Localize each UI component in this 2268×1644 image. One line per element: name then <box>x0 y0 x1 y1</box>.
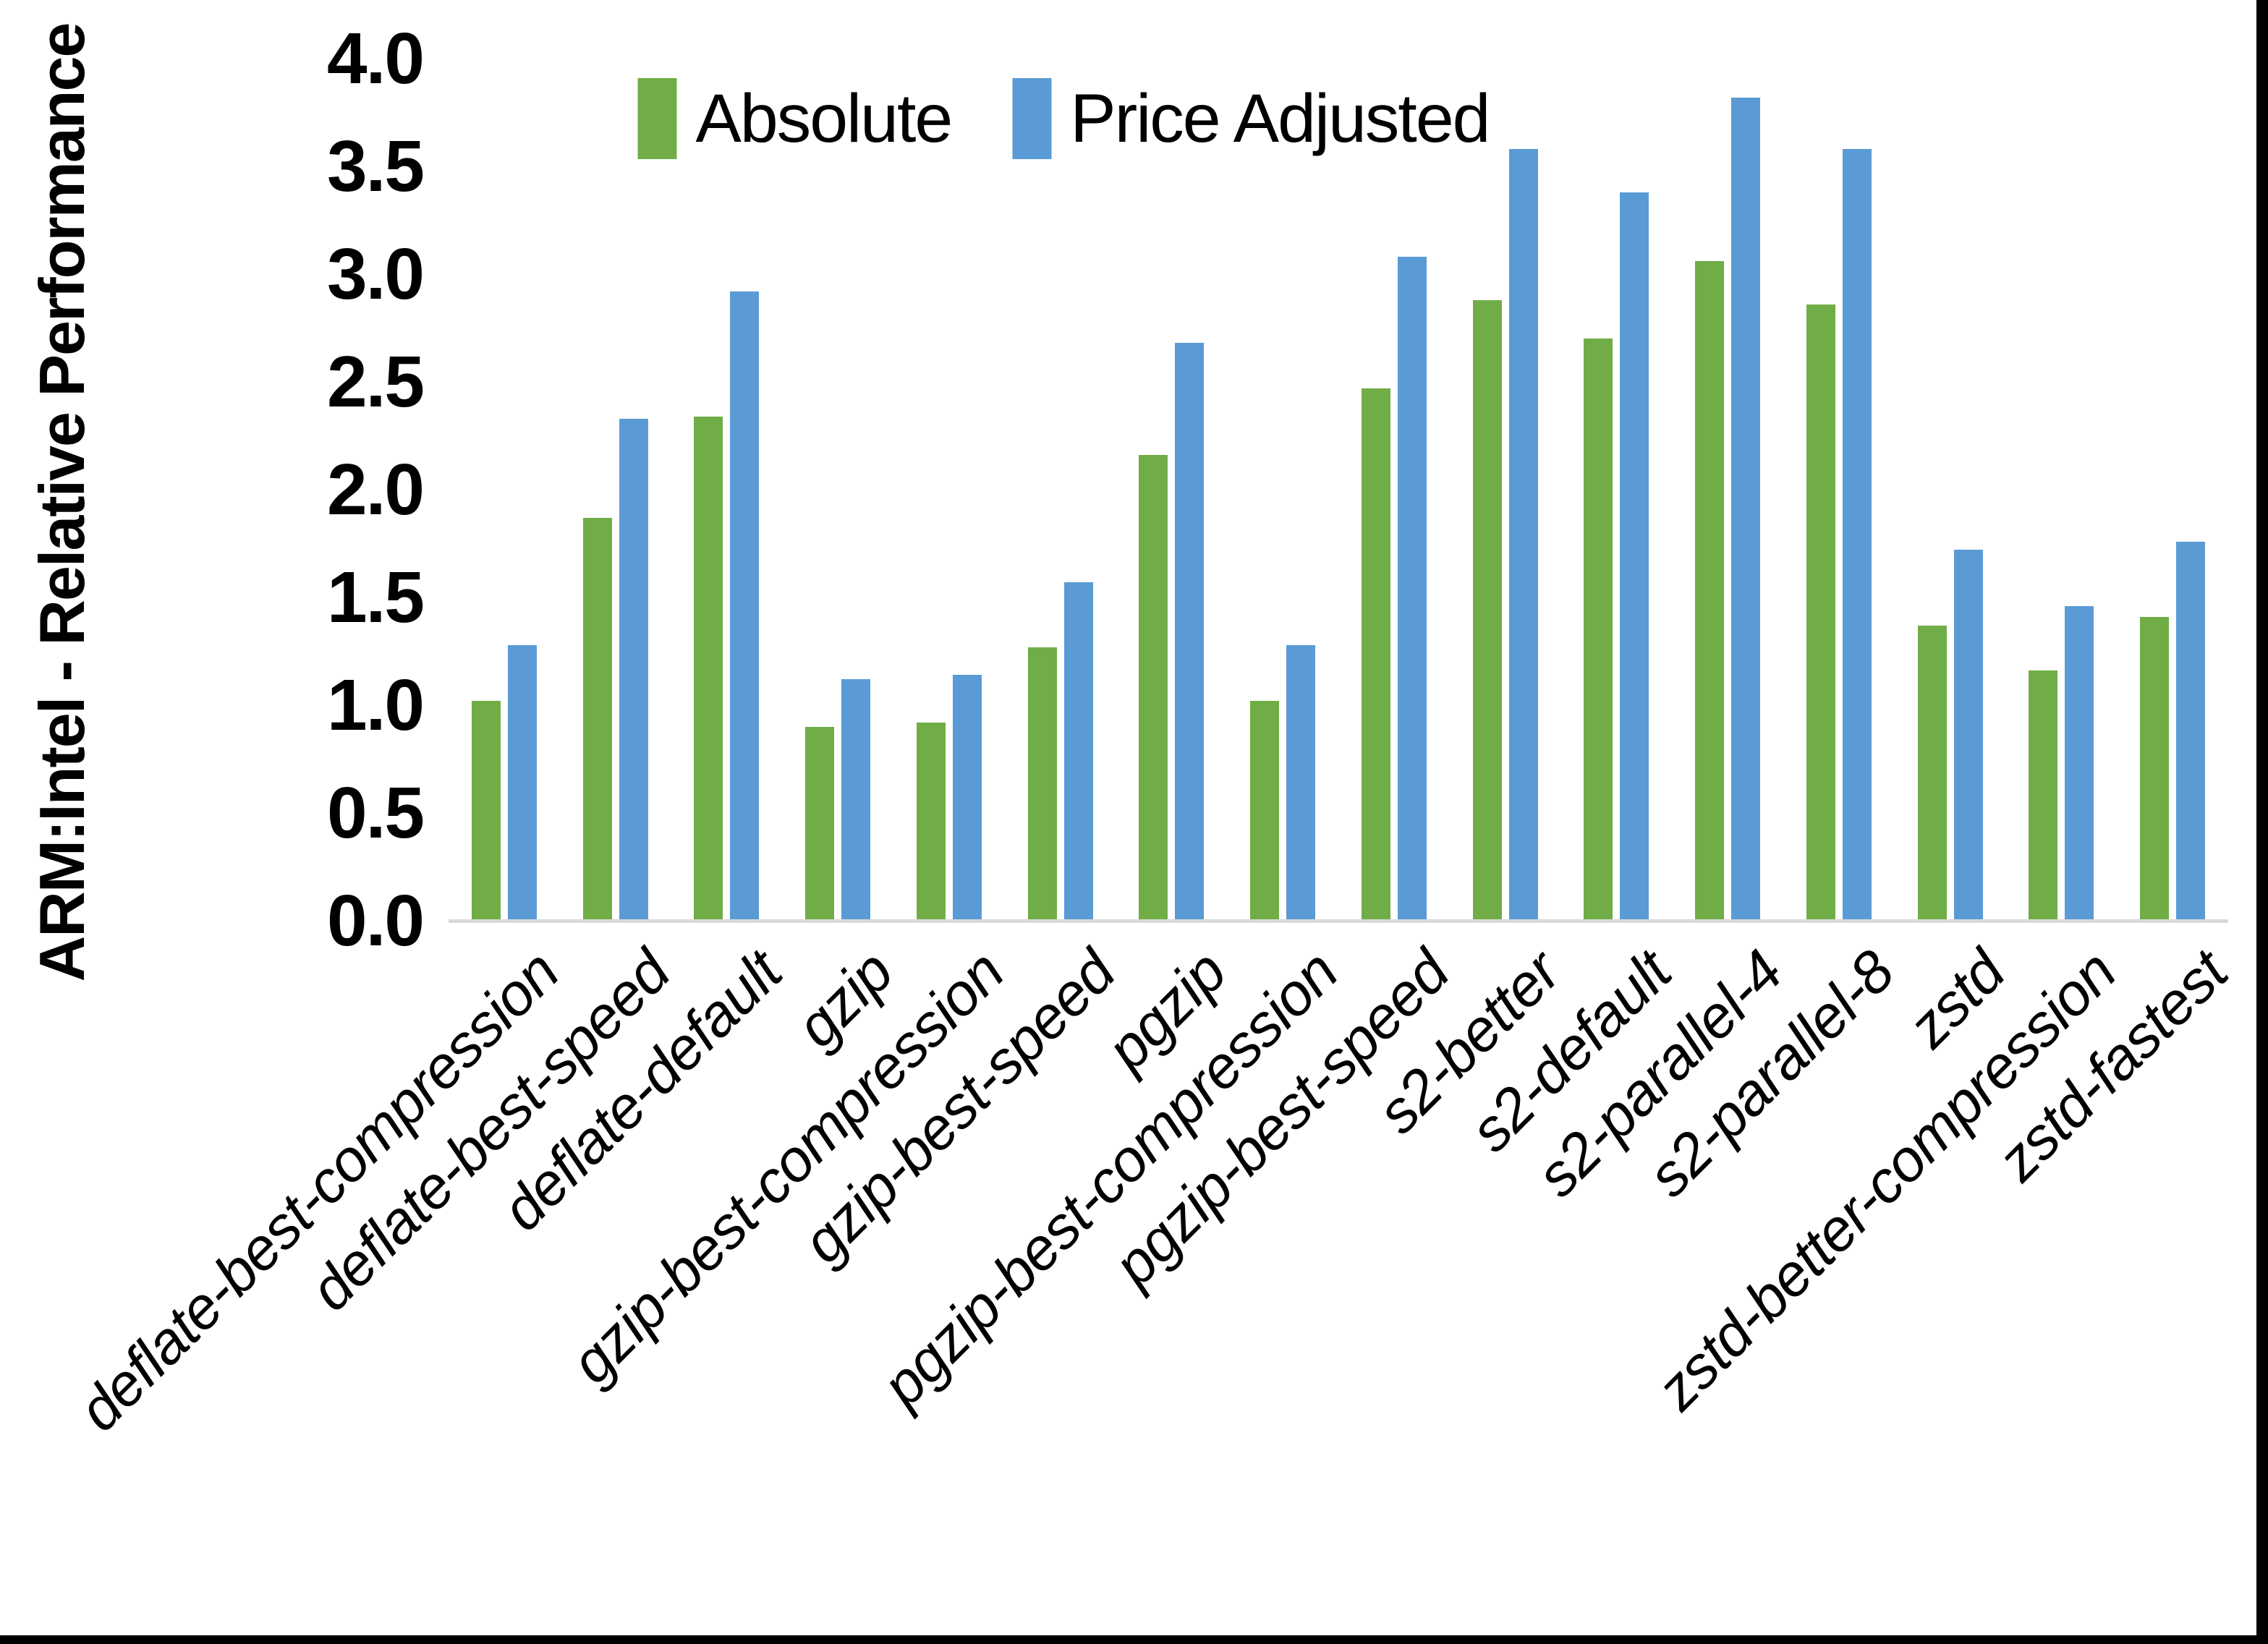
y-tick-label: 2.0 <box>326 449 425 530</box>
bar-group-deflate-default <box>671 59 783 921</box>
bar-absolute-deflate-best-speed <box>582 517 612 921</box>
bar-group-s2-default <box>1561 59 1673 921</box>
bar-group-pgzip-best-compression <box>1227 59 1338 921</box>
bar-price-adjusted-pgzip-best-speed <box>1397 257 1427 921</box>
bar-group-gzip-best-speed <box>1005 59 1116 921</box>
bar-price-adjusted-s2-default <box>1620 192 1649 921</box>
y-tick-label: 3.5 <box>326 126 425 207</box>
bar-group-pgzip <box>1116 59 1228 921</box>
bar-absolute-s2-better <box>1472 299 1502 921</box>
bar-group-pgzip-best-speed <box>1338 59 1450 921</box>
bar-price-adjusted-s2-better <box>1508 149 1538 921</box>
bar-price-adjusted-pgzip <box>1175 343 1205 921</box>
bar-group-gzip <box>782 59 893 921</box>
bar-price-adjusted-pgzip-best-compression <box>1286 644 1316 921</box>
bar-absolute-gzip-best-speed <box>1027 647 1057 921</box>
bar-group-zstd <box>1895 59 2006 921</box>
legend-swatch-icon <box>1012 78 1052 159</box>
bar-group-gzip-best-compression <box>893 59 1005 921</box>
bar-absolute-s2-parallel-4 <box>1695 261 1725 921</box>
bars-container <box>449 59 2228 921</box>
bar-absolute-gzip <box>805 726 835 921</box>
legend-item-absolute: Absolute <box>637 78 954 159</box>
bar-absolute-pgzip-best-compression <box>1250 701 1280 921</box>
y-tick-label: 0.0 <box>326 880 425 961</box>
bar-absolute-zstd-fastest <box>2140 616 2170 921</box>
bar-absolute-deflate-best-compression <box>471 701 501 921</box>
legend-label: Price Adjusted <box>1070 80 1490 157</box>
bar-price-adjusted-gzip-best-speed <box>1063 582 1093 921</box>
bar-price-adjusted-deflate-best-speed <box>619 418 648 921</box>
bar-price-adjusted-gzip-best-compression <box>952 675 982 921</box>
bar-absolute-zstd <box>1917 625 1947 921</box>
bar-price-adjusted-s2-parallel-4 <box>1731 97 1761 921</box>
y-tick-label: 3.0 <box>326 234 425 315</box>
legend-swatch-icon <box>637 78 677 159</box>
bar-group-zstd-better-compression <box>2006 59 2118 921</box>
legend-label: Absolute <box>695 80 954 157</box>
bar-price-adjusted-deflate-best-compression <box>507 644 537 921</box>
window-border-right <box>2256 0 2268 1644</box>
bar-group-deflate-best-speed <box>560 59 671 921</box>
bar-price-adjusted-gzip <box>841 679 871 921</box>
bar-absolute-pgzip <box>1139 455 1168 921</box>
legend-item-price-adjusted: Price Adjusted <box>1012 78 1491 159</box>
bar-price-adjusted-zstd <box>1953 550 1983 921</box>
bar-group-s2-better <box>1450 59 1561 921</box>
bar-absolute-pgzip-best-speed <box>1361 388 1390 921</box>
bar-group-deflate-best-compression <box>449 59 560 921</box>
bar-absolute-zstd-better-compression <box>2029 670 2058 921</box>
bar-group-zstd-fastest <box>2117 59 2228 921</box>
y-tick-label: 0.5 <box>326 772 425 853</box>
y-tick-label: 1.0 <box>326 665 425 746</box>
bar-price-adjusted-s2-parallel-8 <box>1842 149 1872 921</box>
x-axis-line <box>449 919 2228 923</box>
bar-price-adjusted-zstd-better-compression <box>2065 605 2094 921</box>
bar-group-s2-parallel-4 <box>1672 59 1783 921</box>
window-border-bottom <box>0 1635 2268 1644</box>
bar-price-adjusted-deflate-default <box>730 291 760 921</box>
plot-area <box>449 59 2228 923</box>
bar-absolute-s2-default <box>1584 338 1613 921</box>
y-tick-label: 1.5 <box>326 557 425 638</box>
bar-absolute-gzip-best-compression <box>916 722 946 921</box>
y-tick-label: 4.0 <box>326 18 425 99</box>
bar-absolute-s2-parallel-8 <box>1806 304 1835 921</box>
bar-price-adjusted-zstd-fastest <box>2176 541 2206 921</box>
legend: Absolute Price Adjusted <box>637 78 1491 159</box>
bar-absolute-deflate-default <box>694 416 723 921</box>
y-tick-label: 2.5 <box>326 341 425 422</box>
bar-group-s2-parallel-8 <box>1783 59 1895 921</box>
